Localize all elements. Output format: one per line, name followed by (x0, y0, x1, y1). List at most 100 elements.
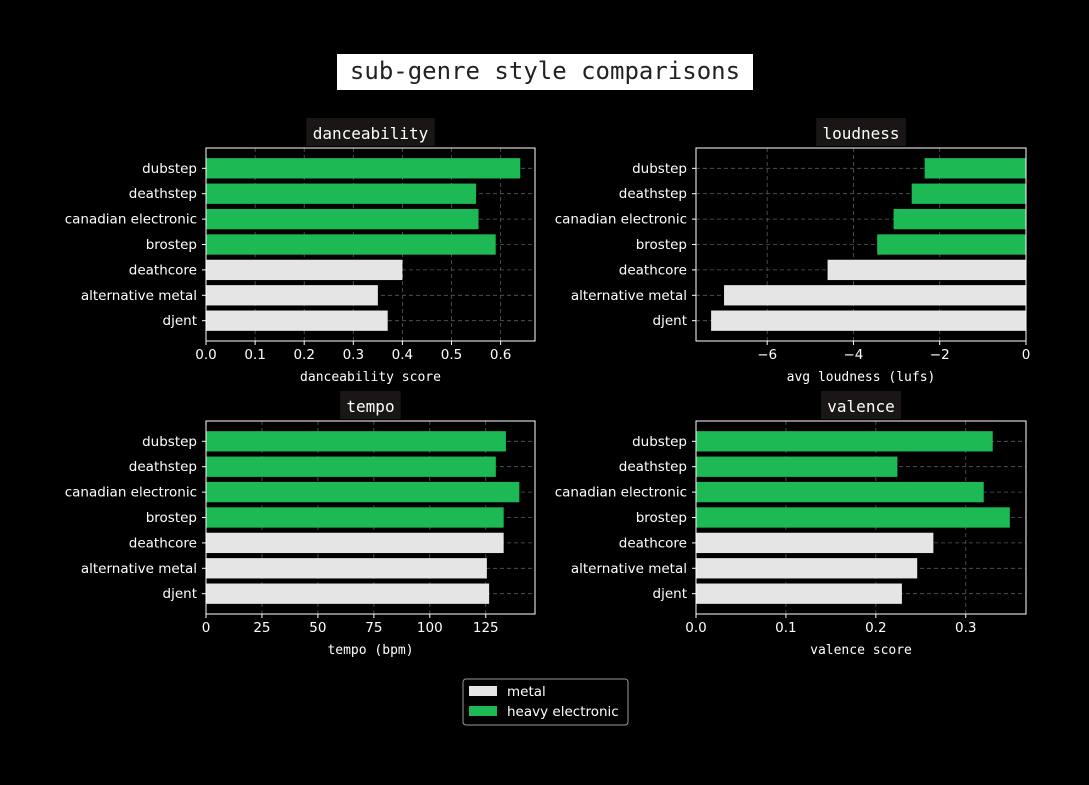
bar-valence-brostep (696, 507, 1010, 528)
bar-danceability-deathcore (206, 259, 403, 281)
ytick-label-deathstep: deathstep (619, 186, 687, 202)
xtick-label: 0.4 (392, 347, 413, 363)
xtick-label: 0.1 (244, 347, 265, 363)
panel-title-loudness: loudness (822, 124, 899, 143)
ytick-label-brostep: brostep (636, 510, 687, 526)
bar-tempo-canadian-electronic (206, 481, 520, 503)
bar-loudness-deathcore (827, 259, 1026, 281)
xaxis-label-loudness: avg loudness (lufs) (787, 370, 936, 385)
ytick-label-alternative-metal: alternative metal (81, 288, 197, 304)
bar-danceability-brostep (206, 234, 496, 255)
ytick-label-dubstep: dubstep (632, 161, 687, 177)
ytick-label-deathcore: deathcore (619, 535, 687, 551)
bar-valence-dubstep (696, 431, 993, 452)
bar-tempo-dubstep (206, 431, 506, 452)
bar-valence-deathstep (696, 456, 898, 477)
legend: metal heavy electronic (462, 678, 629, 726)
xtick-label: 75 (365, 620, 382, 636)
ytick-label-dubstep: dubstep (142, 434, 197, 450)
bar-danceability-deathstep (206, 183, 477, 204)
xtick-label: −2 (930, 347, 950, 363)
bar-tempo-alternative-metal (206, 558, 487, 579)
panel-loudness: djent alternative metal deathcore brostep ca… (555, 118, 1031, 385)
bar-tempo-deathcore (206, 532, 504, 554)
bar-danceability-alternative-metal (206, 285, 378, 306)
panel-title-background-danceability (306, 118, 435, 146)
ytick-label-dubstep: dubstep (632, 434, 687, 450)
figure-title-box: sub-genre style comparisons (337, 54, 753, 90)
bar-loudness-alternative-metal (724, 285, 1026, 306)
panel-title-background-loudness (816, 118, 906, 146)
legend-label-metal: metal (507, 684, 546, 700)
xtick-label: −4 (843, 347, 863, 363)
bar-loudness-deathstep (911, 183, 1026, 204)
panel-title-background-tempo (340, 391, 401, 419)
ytick-label-deathcore: deathcore (129, 535, 197, 551)
panel-valence: djent alternative metal deathcore brostep ca… (555, 391, 1027, 658)
chart-panels: djent alternative metal deathcore brostep ca… (65, 118, 1031, 658)
xtick-label: 0.3 (343, 347, 364, 363)
bar-danceability-djent (206, 310, 388, 331)
xtick-label: 0.2 (293, 347, 314, 363)
bar-valence-djent (696, 583, 902, 604)
ytick-label-alternative-metal: alternative metal (571, 288, 687, 304)
bar-danceability-canadian-electronic (206, 208, 479, 230)
legend-swatch-heavy-electronic (469, 706, 497, 716)
xtick-label: 0.6 (490, 347, 511, 363)
figure-title: sub-genre style comparisons (350, 57, 740, 85)
ytick-label-djent: djent (163, 313, 197, 329)
xtick-label: 0.1 (775, 620, 796, 636)
bar-loudness-djent (711, 310, 1026, 331)
xtick-label: −6 (757, 347, 777, 363)
xaxis-label-danceability: danceability score (300, 370, 441, 385)
bar-loudness-dubstep (924, 158, 1026, 179)
panel-title-background-valence (821, 391, 901, 419)
panel-title-valence: valence (827, 397, 894, 416)
xtick-label: 0.5 (441, 347, 462, 363)
bar-valence-alternative-metal (696, 558, 918, 579)
ytick-label-deathstep: deathstep (129, 186, 197, 202)
xtick-label: 0.2 (865, 620, 886, 636)
xtick-label: 0 (1022, 347, 1031, 363)
bar-danceability-dubstep (206, 158, 521, 179)
xtick-label: 0.0 (685, 620, 706, 636)
ytick-label-canadian-electronic: canadian electronic (555, 485, 687, 501)
ytick-label-brostep: brostep (636, 237, 687, 253)
legend-frame (462, 678, 629, 726)
bar-valence-deathcore (696, 532, 934, 554)
ytick-label-brostep: brostep (146, 237, 197, 253)
ytick-label-canadian-electronic: canadian electronic (555, 212, 687, 228)
xaxis-label-valence: valence score (810, 643, 912, 658)
bar-loudness-brostep (877, 234, 1026, 255)
ytick-label-canadian-electronic: canadian electronic (65, 212, 197, 228)
ytick-label-deathstep: deathstep (129, 459, 197, 475)
ytick-label-alternative-metal: alternative metal (571, 561, 687, 577)
bar-tempo-deathstep (206, 456, 496, 477)
legend-swatch-metal (469, 686, 497, 696)
panel-danceability: djent alternative metal deathcore brostep ca… (65, 118, 536, 385)
ytick-label-deathcore: deathcore (619, 262, 687, 278)
xtick-label: 0.3 (955, 620, 976, 636)
xtick-label: 50 (309, 620, 326, 636)
xaxis-label-tempo: tempo (bpm) (327, 643, 413, 658)
ytick-label-brostep: brostep (146, 510, 197, 526)
bar-tempo-djent (206, 583, 490, 604)
xtick-label: 0.0 (195, 347, 216, 363)
bar-valence-canadian-electronic (696, 481, 984, 503)
panel-title-danceability: danceability (313, 124, 429, 143)
ytick-label-canadian-electronic: canadian electronic (65, 485, 197, 501)
xtick-label: 125 (473, 620, 499, 636)
legend-label-heavy-electronic: heavy electronic (507, 704, 619, 720)
panel-title-tempo: tempo (346, 397, 394, 416)
ytick-label-alternative-metal: alternative metal (81, 561, 197, 577)
ytick-label-djent: djent (163, 586, 197, 602)
ytick-label-djent: djent (653, 313, 687, 329)
xtick-label: 25 (253, 620, 270, 636)
ytick-label-deathcore: deathcore (129, 262, 197, 278)
xtick-label: 0 (202, 620, 211, 636)
figure-title-background (337, 54, 753, 90)
bar-loudness-canadian-electronic (893, 208, 1026, 230)
ytick-label-deathstep: deathstep (619, 459, 687, 475)
panel-tempo: djent alternative metal deathcore brostep ca… (65, 391, 536, 658)
